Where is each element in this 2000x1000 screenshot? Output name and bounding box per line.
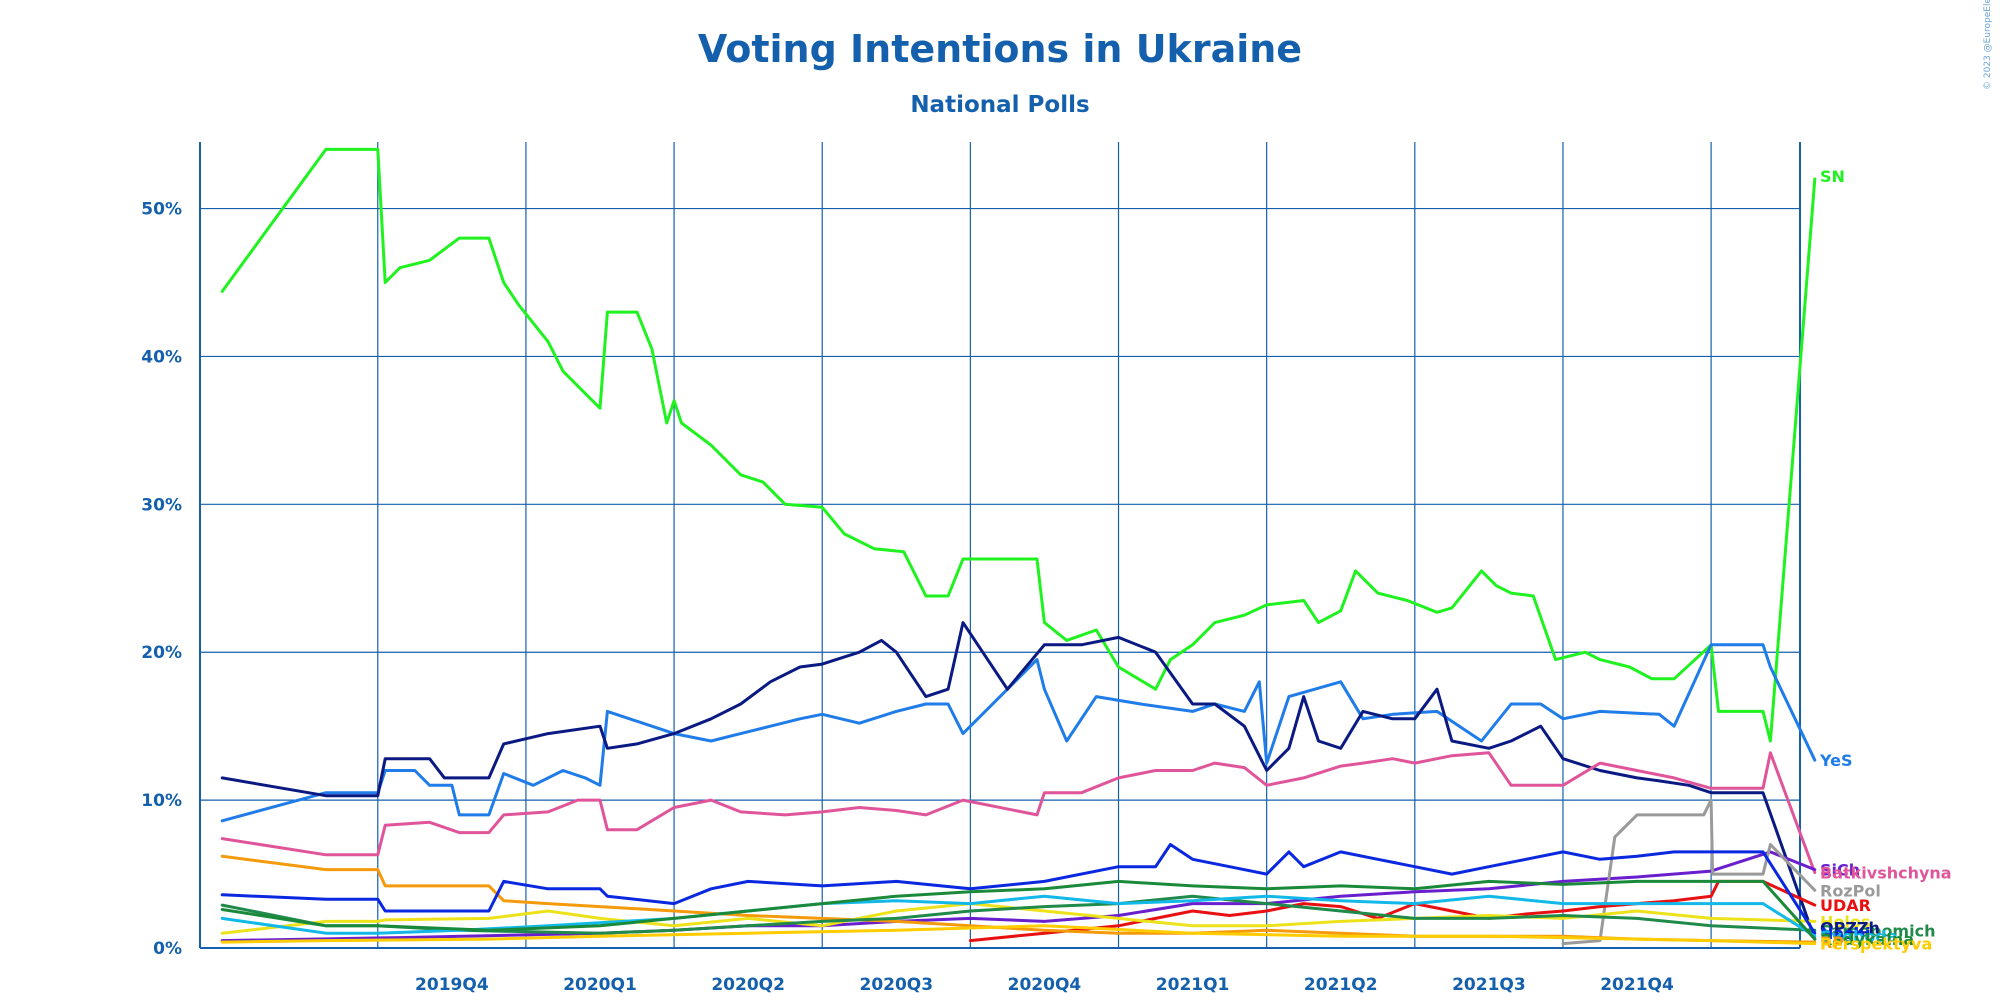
series-line-radykalna: [220, 879, 1817, 941]
y-tick-label: 20%: [141, 643, 182, 663]
x-tick-label: 2020Q1: [563, 975, 637, 995]
series-line-opzzh: [220, 621, 1817, 941]
end-label-perspektyva: Perspektyva: [1820, 935, 1932, 954]
series-line-sn: [220, 147, 1817, 743]
x-tick-label: 2020Q3: [859, 975, 933, 995]
y-tick-label: 40%: [141, 347, 182, 367]
end-label-holos: Holos: [1820, 912, 1870, 931]
series-line-yes: [220, 643, 1817, 823]
series-line-udar: [968, 879, 1817, 943]
x-tick-label: 2019Q4: [415, 975, 489, 995]
grid: [200, 142, 1800, 948]
end-label-opzzh: OPZZh: [1820, 918, 1880, 937]
series-end-labels: SN YeS SiChBatkivshchynaRozPolUDARHolosSam…: [1819, 167, 1952, 954]
chart-title: Voting Intentions in Ukraine: [698, 27, 1302, 71]
series-lines: [220, 147, 1817, 946]
chart-subtitle: National Polls: [910, 92, 1089, 118]
end-label-batkivshchyna: Batkivshchyna: [1820, 864, 1952, 883]
x-tick-label: 2021Q1: [1156, 975, 1230, 995]
x-tick-label: 2020Q4: [1008, 975, 1082, 995]
end-label-sn: SN: [1820, 167, 1845, 186]
x-tick-label: 2021Q4: [1600, 975, 1674, 995]
end-label-samopomich: Samopomich: [1820, 921, 1935, 940]
end-label-udar: UDAR: [1820, 896, 1871, 915]
end-label-nashi: Nashi: [1820, 924, 1871, 943]
series-line-rozpol: [1561, 798, 1817, 946]
end-label-sich: SiCh: [1820, 861, 1860, 880]
series-line-nashi: [220, 843, 1817, 935]
end-label-radykalna: Radykalna: [1820, 930, 1914, 949]
x-tick-label: 2020Q2: [711, 975, 785, 995]
y-tick-label: 30%: [141, 495, 182, 515]
end-label-rozpol: RozPol: [1820, 881, 1881, 900]
end-label-yes: YeS: [1819, 751, 1853, 770]
series-line-perspektyva: [220, 924, 1817, 946]
series-line-batkivshchyna: [220, 751, 1817, 875]
series-line-svoboda: [220, 894, 1817, 938]
x-tick-label: 2021Q2: [1304, 975, 1378, 995]
end-label-svoboda: Svoboda: [1820, 927, 1898, 946]
credit-text: © 2023 @EuropeElects: [1983, 0, 1993, 90]
series-line-samopomich: [220, 894, 1817, 935]
end-label-rp: RP: [1820, 933, 1844, 952]
y-tick-label: 0%: [153, 939, 182, 959]
axes: 0% 10% 20% 30% 40% 50% 2019Q4 2020Q1 2020Q2 2020Q…: [141, 142, 1801, 995]
x-tick-label: 2021Q3: [1452, 975, 1526, 995]
y-tick-label: 10%: [141, 791, 182, 811]
y-tick-label: 50%: [141, 200, 182, 220]
